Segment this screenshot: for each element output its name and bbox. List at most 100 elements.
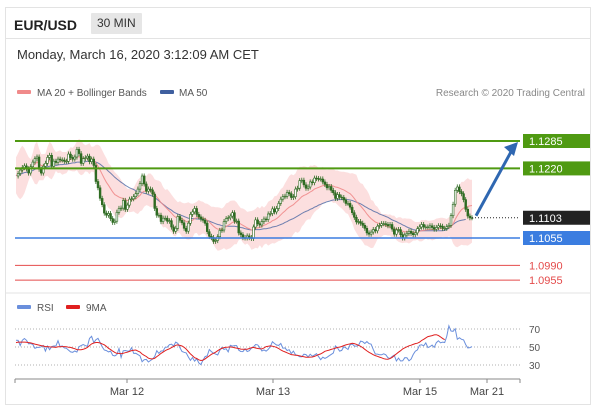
candle-body <box>48 155 51 158</box>
ma50-legend-label: MA 50 <box>179 88 208 99</box>
candle-body <box>388 224 392 227</box>
candle-body <box>27 168 30 174</box>
candle-body <box>98 187 102 199</box>
candle-body <box>365 228 369 234</box>
x-axis-tick-label: Mar 13 <box>256 386 290 398</box>
candle-body <box>170 220 173 228</box>
resistance-label-box <box>523 161 590 176</box>
current-price-label-box <box>523 210 590 225</box>
candle-body <box>441 225 444 229</box>
candle-body <box>157 214 161 217</box>
candle-body <box>218 230 221 237</box>
candle-body <box>340 196 343 199</box>
copyright-note: Research © 2020 Trading Central <box>436 88 585 99</box>
candle-body <box>323 181 327 185</box>
candle-body <box>161 217 165 222</box>
candle-body <box>266 213 270 220</box>
candle-body <box>166 217 169 222</box>
rsi-legend-label: RSI <box>37 303 54 314</box>
candle-body <box>363 225 366 229</box>
candle-body <box>147 188 150 192</box>
candle-body <box>361 222 364 226</box>
candle-body <box>185 228 188 232</box>
candle-body <box>260 221 264 226</box>
candle-body <box>94 165 98 182</box>
candle-body <box>466 209 469 217</box>
candle-body <box>227 217 230 219</box>
candle-body <box>105 212 108 216</box>
candle-body <box>290 193 293 198</box>
candle-body <box>199 216 203 220</box>
timeframe-badge[interactable]: 30 MIN <box>91 13 142 34</box>
candle-body <box>203 220 207 224</box>
candle-body <box>273 208 276 213</box>
candle-body <box>239 232 242 235</box>
candle-body <box>86 155 89 159</box>
candle-body <box>44 163 47 167</box>
candle-body <box>344 199 348 204</box>
candle-body <box>37 156 41 170</box>
candle-body <box>428 225 432 228</box>
candle-body <box>468 215 472 219</box>
candle-body <box>65 160 68 163</box>
candle-body <box>353 212 356 218</box>
candle-body <box>84 157 87 159</box>
candle-body <box>435 227 438 230</box>
candle-body <box>348 203 352 208</box>
rsi-tick-label: 30 <box>529 361 541 372</box>
candle-body <box>411 233 415 235</box>
candle-body <box>327 186 331 189</box>
candle-body <box>101 198 104 205</box>
candle-body <box>386 224 390 227</box>
candle-body <box>285 192 289 197</box>
candle-body <box>456 186 459 191</box>
candle-body <box>23 165 26 168</box>
x-axis-tick-label: Mar 15 <box>403 386 437 398</box>
resistance-label: 1.1220 <box>529 163 563 175</box>
candle-body <box>77 149 81 154</box>
candle-body <box>164 217 167 220</box>
candle-body <box>447 225 451 227</box>
current-price-label: 1.1103 <box>529 213 562 225</box>
candle-body <box>107 213 110 216</box>
candle-body <box>136 188 140 195</box>
candle-body <box>224 218 228 222</box>
chart-panel <box>5 7 591 405</box>
candle-body <box>298 180 301 189</box>
candle-body <box>31 161 34 168</box>
rsi-ma-legend-swatch <box>66 305 80 309</box>
candle-body <box>214 240 217 242</box>
candle-body <box>195 208 198 215</box>
candle-body <box>241 234 245 238</box>
candle-body <box>149 188 152 191</box>
candle-body <box>115 212 119 222</box>
candle-body <box>174 228 177 232</box>
candle-body <box>153 193 156 209</box>
candle-body <box>130 198 133 200</box>
candle-body <box>52 160 56 167</box>
candle-body <box>56 158 60 163</box>
candle-body <box>300 179 303 182</box>
candle-body <box>464 199 467 210</box>
candle-body <box>304 184 308 189</box>
candle-body <box>281 196 285 200</box>
candle-body <box>355 217 358 223</box>
candle-body <box>96 181 100 189</box>
candle-body <box>79 153 83 164</box>
candle-body <box>308 181 312 188</box>
candle-body <box>460 191 463 195</box>
candle-body <box>42 166 45 174</box>
candle-body <box>405 233 409 236</box>
candle-body <box>39 169 43 174</box>
candle-body <box>18 169 22 174</box>
candle-body <box>338 194 341 198</box>
candle-body <box>317 178 320 180</box>
candle-body <box>382 223 385 225</box>
candle-body <box>269 213 272 215</box>
candle-body <box>367 232 371 235</box>
candle-body <box>313 177 316 184</box>
candle-body <box>437 225 440 228</box>
candle-body <box>384 223 387 225</box>
candle-body <box>233 212 236 222</box>
